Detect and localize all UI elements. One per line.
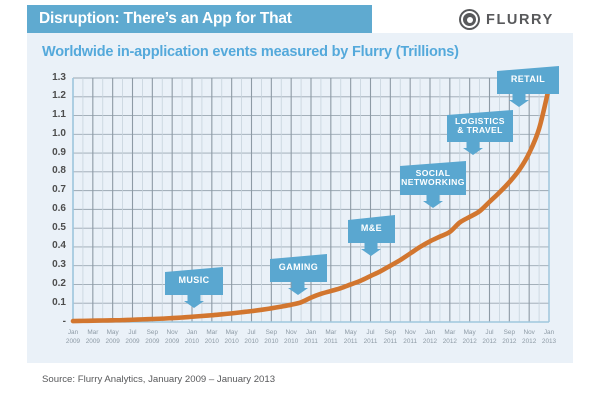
flurry-logo-text: FLURRY [486,11,554,28]
x-axis-tick-label: May 2009 [105,329,120,345]
y-axis-tick-label: 0.7 [52,184,66,196]
x-axis-tick-label: Nov 2012 [522,329,537,345]
callout-social-networking: SOCIAL NETWORKING [400,161,466,208]
x-axis-tick-label: May 2011 [343,329,358,345]
x-axis-tick-label: Jan 2011 [304,329,318,345]
x-axis-tick-label: May 2012 [462,329,477,345]
x-axis-tick-label: Mar 2012 [442,329,457,345]
y-axis-tick-label: 0.2 [52,277,66,289]
y-axis-tick-label: 0.5 [52,221,66,233]
y-axis-tick-label: 0.8 [52,165,66,177]
callout-logistics-travel: LOGISTICS & TRAVEL [447,110,513,155]
page-title: Disruption: There’s an App for That [39,10,292,27]
x-axis-tick-label: Nov 2011 [403,329,418,345]
x-axis-tick-label: Sep 2012 [502,329,517,345]
chart-panel: Worldwide in-application events measured… [27,33,573,363]
x-axis-tick-label: Sep 2010 [264,329,279,345]
callout-me: M&E [348,215,395,256]
y-axis-tick-label: 0.1 [52,296,66,308]
source-note: Source: Flurry Analytics, January 2009 –… [42,374,276,385]
x-axis-tick-label: Mar 2011 [323,329,338,345]
title-bar: Disruption: There’s an App for That [27,5,372,33]
x-axis-tick-label: Nov 2010 [284,329,299,345]
y-axis-tick-label: - [62,315,66,327]
x-axis-tick-label: Jan 2013 [541,329,557,345]
x-axis-tick-label: Nov 2009 [165,329,180,345]
x-axis-tick-label: Sep 2009 [145,329,160,345]
y-axis-tick-label: 0.3 [52,259,66,271]
y-axis-tick-label: 1.2 [52,90,66,102]
x-axis-tick-label: Jan 2009 [65,329,81,345]
x-axis-tick-label: Jan 2010 [184,329,200,345]
y-axis-tick-label: 1.3 [52,71,66,83]
x-axis-tick-label: Jul 2011 [363,329,378,345]
y-axis-tick-label: 1.1 [52,109,66,121]
y-axis-tick-label: 0.6 [52,202,66,214]
chart-subtitle: Worldwide in-application events measured… [42,44,459,60]
x-axis-tick-label: Mar 2009 [85,329,100,345]
flurry-logo: FLURRY [459,9,554,30]
x-axis-tick-label: May 2010 [224,329,239,345]
x-axis-tick-label: Mar 2010 [204,329,219,345]
x-axis-tick-label: Jul 2009 [125,329,140,345]
callout-retail: RETAIL [497,66,559,107]
callout-music: MUSIC [165,267,223,308]
y-axis-tick-label: 0.4 [52,240,66,252]
y-axis-tick-label: 1.0 [52,127,66,139]
x-axis-tick-label: Jul 2010 [244,329,259,345]
x-axis-tick-label: Sep 2011 [383,329,398,345]
x-axis-tick-label: Jan 2012 [422,329,438,345]
flurry-target-icon [459,9,480,30]
y-axis-tick-label: 0.9 [52,146,66,158]
x-axis-tick-label: Jul 2012 [482,329,497,345]
callout-gaming: GAMING [270,254,327,295]
